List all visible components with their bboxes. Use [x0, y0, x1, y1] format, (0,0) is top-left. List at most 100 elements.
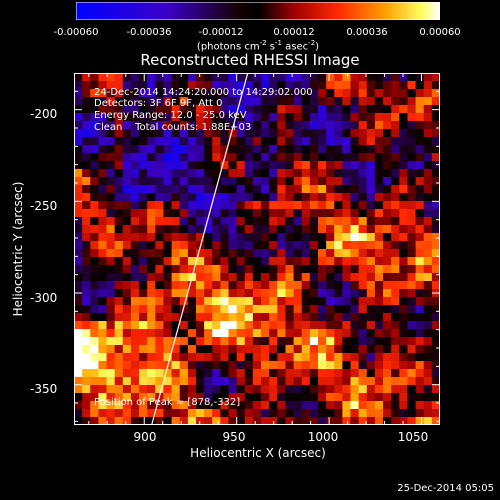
heatmap-cell: [383, 321, 392, 330]
heatmap-cell: [114, 257, 124, 266]
heatmap-cell: [358, 313, 368, 322]
heatmap-cell: [374, 153, 384, 162]
heatmap-cell: [82, 281, 91, 290]
heatmap-cell: [423, 329, 433, 338]
heatmap-cell: [179, 129, 189, 138]
heatmap-cell: [187, 113, 197, 122]
heatmap-cell: [163, 273, 173, 282]
heatmap-cell: [252, 177, 262, 186]
heatmap-cell: [334, 393, 343, 402]
heatmap-cell: [155, 81, 165, 90]
heatmap-cell: [139, 73, 148, 82]
heatmap-cell: [423, 345, 433, 354]
heatmap-cell: [82, 97, 91, 106]
heatmap-cell: [244, 361, 254, 370]
heatmap-cell: [334, 305, 343, 314]
heatmap-cell: [122, 233, 132, 242]
heatmap-cell: [261, 89, 270, 98]
heatmap-cell: [374, 377, 384, 386]
heatmap-cell: [318, 385, 327, 394]
heatmap-cell: [163, 89, 173, 98]
heatmap-cell: [277, 297, 287, 306]
heatmap-cell: [187, 345, 197, 354]
heatmap-cell: [252, 265, 262, 274]
heatmap-cell: [171, 121, 181, 130]
heatmap-cell: [130, 393, 140, 402]
heatmap-cell: [155, 289, 165, 298]
heatmap-cell: [423, 89, 433, 98]
heatmap-cell: [366, 289, 376, 298]
heatmap-cell: [358, 369, 368, 378]
heatmap-cell: [350, 241, 360, 250]
heatmap-cell: [147, 81, 156, 90]
heatmap-cell: [122, 297, 132, 306]
heatmap-cell: [82, 305, 91, 314]
heatmap-cell: [252, 289, 262, 298]
heatmap-cell: [155, 321, 165, 330]
heatmap-cell: [252, 385, 262, 394]
heatmap-cell: [252, 145, 262, 154]
heatmap-cell: [82, 321, 91, 330]
heatmap-cell: [285, 297, 295, 306]
heatmap-cell: [244, 73, 254, 82]
heatmap-cell: [366, 177, 376, 186]
heatmap-cell: [147, 273, 156, 282]
heatmap-cell: [269, 233, 278, 242]
heatmap-cell: [383, 217, 392, 226]
heatmap-cell: [269, 273, 278, 282]
heatmap-cell: [212, 105, 221, 114]
heatmap-cell: [171, 289, 181, 298]
heatmap-cell: [90, 81, 99, 90]
heatmap-cell: [187, 97, 197, 106]
heatmap-cell: [293, 337, 303, 346]
heatmap-cell: [228, 401, 238, 410]
heatmap-cell: [334, 233, 343, 242]
heatmap-cell: [122, 385, 132, 394]
heatmap-cell: [407, 113, 417, 122]
heatmap-cell: [163, 369, 173, 378]
heatmap-cell: [74, 241, 83, 250]
heatmap-cell: [407, 305, 417, 314]
heatmap-cell: [318, 153, 327, 162]
colorbar-tick-label: -0.00036: [126, 27, 172, 38]
heatmap-cell: [431, 393, 440, 402]
heatmap-cell: [423, 97, 433, 106]
heatmap-cell: [383, 265, 392, 274]
heatmap-cell: [187, 297, 197, 306]
chart-title: Reconstructed RHESSI Image: [140, 51, 360, 69]
heatmap-cell: [90, 417, 99, 425]
heatmap-cell: [285, 353, 295, 362]
heatmap-cell: [220, 201, 230, 210]
heatmap-cell: [318, 265, 327, 274]
heatmap-cell: [277, 129, 287, 138]
heatmap-cell: [399, 273, 409, 282]
heatmap-cell: [285, 233, 295, 242]
heatmap-cell: [122, 201, 132, 210]
heatmap-cell: [139, 145, 148, 154]
heatmap-cell: [366, 185, 376, 194]
heatmap-cell: [155, 225, 165, 234]
heatmap-cell: [90, 145, 99, 154]
heatmap-cell: [212, 297, 221, 306]
heatmap-cell: [334, 177, 343, 186]
heatmap-cell: [334, 329, 343, 338]
heatmap-cell: [139, 129, 148, 138]
heatmap-cell: [171, 89, 181, 98]
heatmap-cell: [431, 145, 440, 154]
info-detectors: Detectors: 3F 6F 9F, Att 0: [94, 98, 223, 109]
heatmap-cell: [399, 417, 409, 425]
heatmap-cell: [130, 153, 140, 162]
heatmap-cell: [236, 97, 246, 106]
heatmap-cell: [391, 153, 400, 162]
heatmap-cell: [309, 345, 319, 354]
heatmap-cell: [139, 81, 148, 90]
heatmap-cell: [220, 417, 230, 425]
heatmap-cell: [423, 273, 433, 282]
heatmap-cell: [374, 249, 384, 258]
heatmap-cell: [261, 329, 270, 338]
heatmap-cell: [98, 409, 108, 418]
heatmap-cell: [236, 201, 246, 210]
heatmap-cell: [374, 273, 384, 282]
heatmap-cell: [383, 337, 392, 346]
heatmap-cell: [252, 377, 262, 386]
